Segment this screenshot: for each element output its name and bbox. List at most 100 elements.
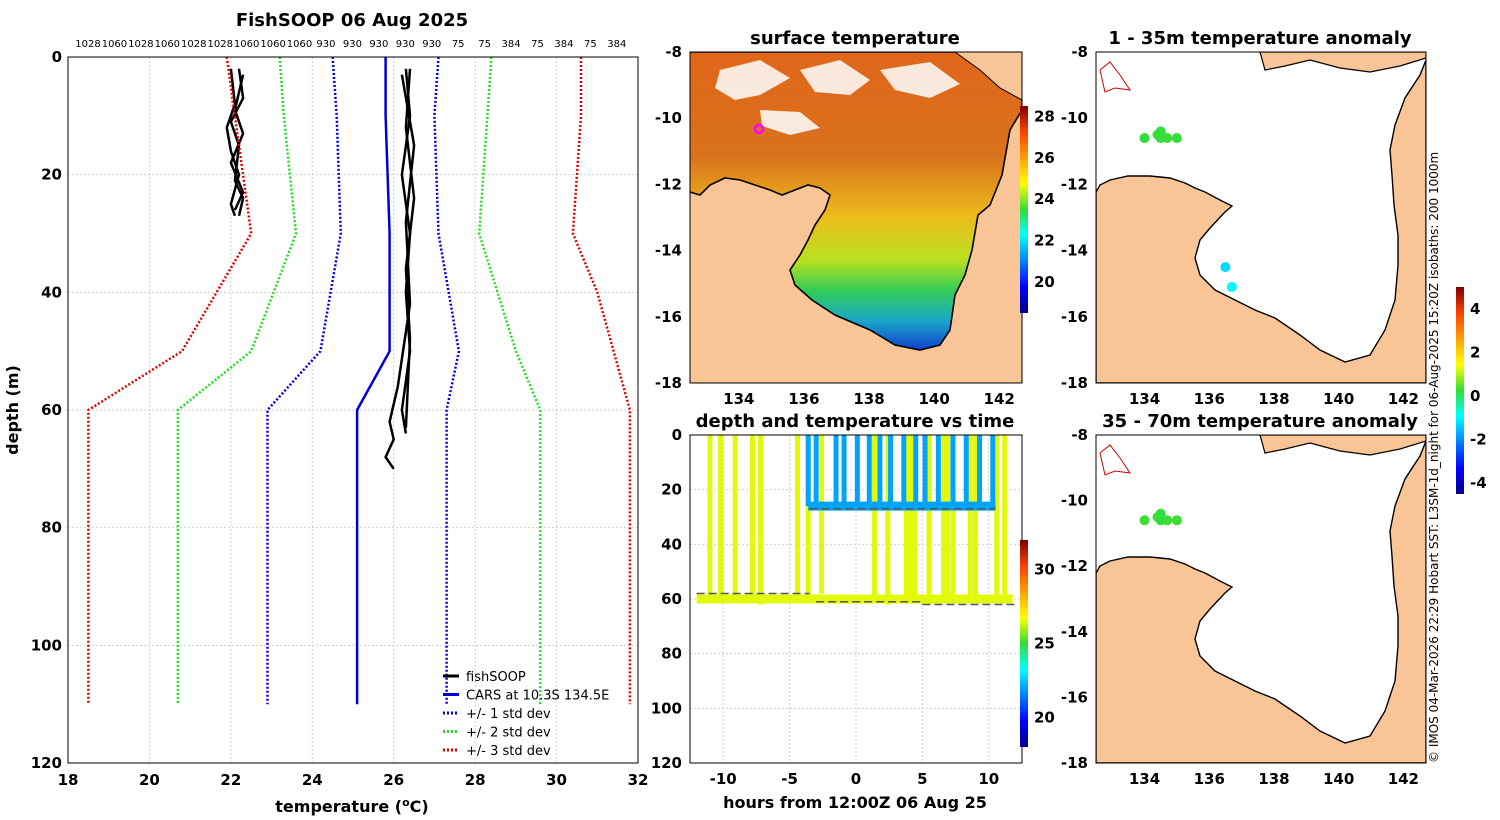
timeseries-colorbar-ticks: 30 25 20 xyxy=(1034,561,1055,727)
timeseries-colorbar-tick: 30 xyxy=(1034,561,1055,579)
profile-top-label: 930 xyxy=(396,39,415,50)
map-y-tick: -12 xyxy=(655,175,682,193)
map-y-tick: -14 xyxy=(1061,623,1088,641)
profile-fishsoop-trace xyxy=(225,68,241,217)
anomaly-point xyxy=(1171,515,1182,526)
anom2-points xyxy=(1139,508,1182,526)
sst-colorbar-tick: 24 xyxy=(1034,190,1055,208)
timeseries-title: depth and temperature vs time xyxy=(696,411,1015,432)
profile-series-line xyxy=(176,56,298,705)
legend-label: +/- 2 std dev xyxy=(466,726,551,741)
sst-cloud-gaps xyxy=(715,60,960,135)
timeseries-y-tick: 80 xyxy=(661,645,682,663)
profile-x-tick: 22 xyxy=(220,771,241,789)
anomaly-colorbar-tick: 2 xyxy=(1470,343,1480,361)
profile-y-tick: 40 xyxy=(41,283,62,301)
profile-top-label: 1028 xyxy=(207,39,232,50)
sst-colorbar xyxy=(1020,106,1028,313)
anom2-axes-frame xyxy=(1095,434,1427,764)
profile-top-label: 1060 xyxy=(102,39,127,50)
profile-y-tick: 60 xyxy=(41,401,62,419)
anom2-title: 35 - 70m temperature anomaly xyxy=(1102,411,1418,432)
anomaly-colorbar-ticks: 4 2 0 -2 -4 xyxy=(1470,300,1487,492)
timeseries-x-tick: 10 xyxy=(978,770,999,788)
sst-cast-marker xyxy=(753,123,765,135)
map-y-tick: -10 xyxy=(1061,109,1088,127)
timeseries-x-tick: -5 xyxy=(781,770,798,788)
timeseries-y-tick: 0 xyxy=(672,426,682,444)
anomaly-point xyxy=(1155,133,1166,144)
anom2-x-ticks: 134 136 138 140 142 xyxy=(1129,770,1419,788)
map-y-tick: -18 xyxy=(1061,754,1088,772)
profile-x-label: temperature (oC) xyxy=(275,796,428,816)
profile-top-label: 75 xyxy=(452,39,465,50)
anomaly-point xyxy=(1155,515,1166,526)
anom2-png-land xyxy=(1259,435,1426,456)
map-x-tick: 140 xyxy=(918,390,949,408)
map-x-tick: 136 xyxy=(1194,390,1225,408)
profile-top-label: 930 xyxy=(316,39,335,50)
profile-top-label: 75 xyxy=(478,39,491,50)
anomaly-point xyxy=(1139,515,1150,526)
sst-coastline xyxy=(690,52,1022,351)
anom1-y-ticks: -8 -10 -12 -14 -16 -18 xyxy=(1061,43,1088,392)
timeseries-colorbar xyxy=(1020,540,1028,747)
profile-x-tick: 20 xyxy=(139,771,160,789)
sst-panel: surface temperature 134 136 138 140 142 -8 -1… xyxy=(655,28,1055,408)
anom1-x-ticks: 134 136 138 140 142 xyxy=(1129,390,1419,408)
timeseries-x-tick: -10 xyxy=(710,770,737,788)
map-x-tick: 140 xyxy=(1323,390,1354,408)
profile-fishsoop-trace xyxy=(384,74,416,470)
profile-series-line xyxy=(87,56,253,705)
anom2-y-ticks: -8 -10 -12 -14 -16 -18 xyxy=(1061,426,1088,772)
anomaly-point xyxy=(1220,262,1231,273)
map-y-tick: -16 xyxy=(1061,308,1088,326)
legend-label: CARS at 10.3S 134.5E xyxy=(466,689,609,704)
profile-grid xyxy=(67,56,639,764)
map-y-tick: -10 xyxy=(655,109,682,127)
map-y-tick: -14 xyxy=(1061,242,1088,260)
map-x-tick: 134 xyxy=(1129,770,1160,788)
anomaly-point xyxy=(1226,282,1237,293)
legend-label: +/- 1 std dev xyxy=(466,707,551,722)
sst-colorbar-tick: 28 xyxy=(1034,107,1055,125)
timeseries-y-tick: 60 xyxy=(661,590,682,608)
profile-top-label: 75 xyxy=(584,39,597,50)
profile-x-ticks: 18 20 22 24 26 28 30 32 xyxy=(58,771,649,789)
profile-y-tick: 100 xyxy=(31,636,62,654)
map-y-tick: -10 xyxy=(1061,492,1088,510)
profile-x-tick: 26 xyxy=(383,771,404,789)
anom2-isobath xyxy=(1099,444,1132,476)
timeseries-y-tick: 100 xyxy=(651,699,682,717)
profile-x-tick: 24 xyxy=(302,771,323,789)
timeseries-colorbar-tick: 20 xyxy=(1034,708,1055,726)
map-x-tick: 138 xyxy=(1258,770,1289,788)
timeseries-y-tick: 40 xyxy=(661,535,682,553)
map-y-tick: -14 xyxy=(655,242,682,260)
sst-png-land xyxy=(954,52,1022,101)
profile-top-labels: 1028 1060 1028 1060 1028 1028 1060 1060 1060 930 9… xyxy=(75,39,626,50)
map-x-tick: 134 xyxy=(723,390,754,408)
anom1-png-land xyxy=(1259,52,1426,73)
map-x-tick: 138 xyxy=(853,390,884,408)
map-y-tick: -18 xyxy=(655,374,682,392)
profile-fishsoop-trace xyxy=(404,68,416,428)
profile-lines xyxy=(87,56,632,705)
profile-y-tick: 120 xyxy=(31,754,62,772)
anom1-points xyxy=(1139,126,1237,293)
timeseries-x-label: hours from 12:00Z 06 Aug 25 xyxy=(723,793,987,812)
profile-y-tick: 20 xyxy=(41,166,62,184)
anomaly-point xyxy=(1139,133,1150,144)
timeseries-y-tick: 20 xyxy=(661,481,682,499)
profile-top-label: 1060 xyxy=(260,39,285,50)
profile-top-label: 384 xyxy=(554,39,573,50)
sst-colorbar-tick: 26 xyxy=(1034,149,1055,167)
profile-top-label: 1028 xyxy=(181,39,206,50)
timeseries-x-tick: 5 xyxy=(917,770,927,788)
sst-colorbar-tick: 20 xyxy=(1034,273,1055,291)
timeseries-panel: depth and temperature vs time -10 -5 0 5 10 … xyxy=(651,411,1055,812)
profile-legend: fishSOOP CARS at 10.3S 134.5E +/- 1 std de… xyxy=(443,670,609,759)
profile-y-tick: 80 xyxy=(41,519,62,537)
map-y-tick: -12 xyxy=(1061,175,1088,193)
